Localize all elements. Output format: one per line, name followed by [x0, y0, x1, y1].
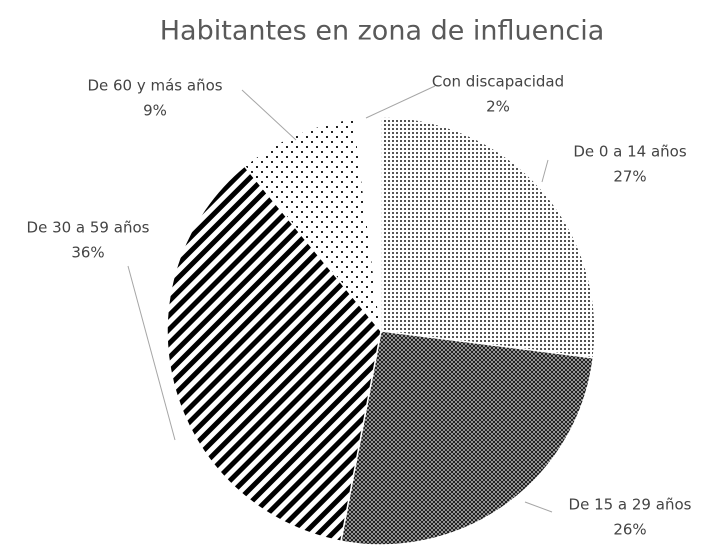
leader-line	[365, 85, 436, 119]
data-label-name: De 0 a 14 años	[573, 143, 687, 161]
data-label-name: De 60 y más años	[87, 77, 222, 95]
data-label-value: 9%	[143, 102, 167, 120]
chart-title: Habitantes en zona de influencia	[160, 16, 605, 47]
pie-slice	[340, 330, 595, 546]
pie-slice	[380, 116, 596, 359]
data-label-name: De 30 a 59 años	[27, 219, 150, 237]
leader-line	[541, 159, 549, 183]
leader-line	[241, 89, 297, 141]
data-label-value: 26%	[613, 521, 646, 539]
data-label-value: 2%	[486, 98, 510, 116]
leader-line	[524, 501, 553, 513]
data-label-value: 27%	[613, 168, 646, 186]
pie-slice	[166, 165, 382, 543]
data-label-value: 36%	[71, 244, 104, 262]
leader-line	[127, 265, 176, 441]
data-label-name: De 15 a 29 años	[569, 496, 692, 514]
pie-slice	[243, 117, 383, 334]
data-label-name: Con discapacidad	[432, 73, 564, 91]
